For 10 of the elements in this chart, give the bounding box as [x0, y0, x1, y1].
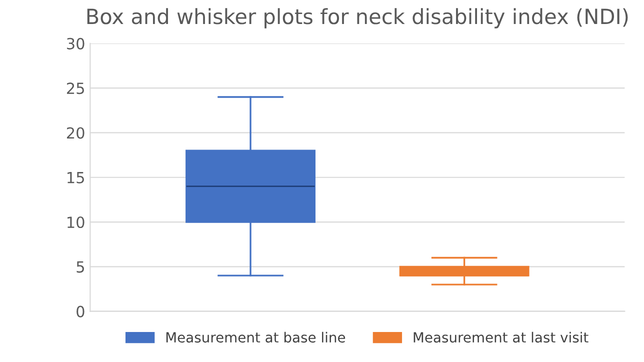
y-tick-label: 15 [68, 172, 84, 184]
y-tick-label: 25 [66, 82, 84, 94]
chart-title: Box and whisker plots for neck disability index (NDI) [87, 8, 628, 28]
y-tick-label: 10 [68, 216, 84, 228]
y-tick-label: 20 [66, 127, 84, 139]
legend-label: Measurement at last visit [414, 332, 588, 343]
y-tick-label: 5 [76, 261, 84, 273]
y-tick-label: 30 [67, 38, 84, 50]
legend-label: Measurement at base line [166, 332, 346, 343]
y-tick-label: 0 [76, 306, 84, 318]
